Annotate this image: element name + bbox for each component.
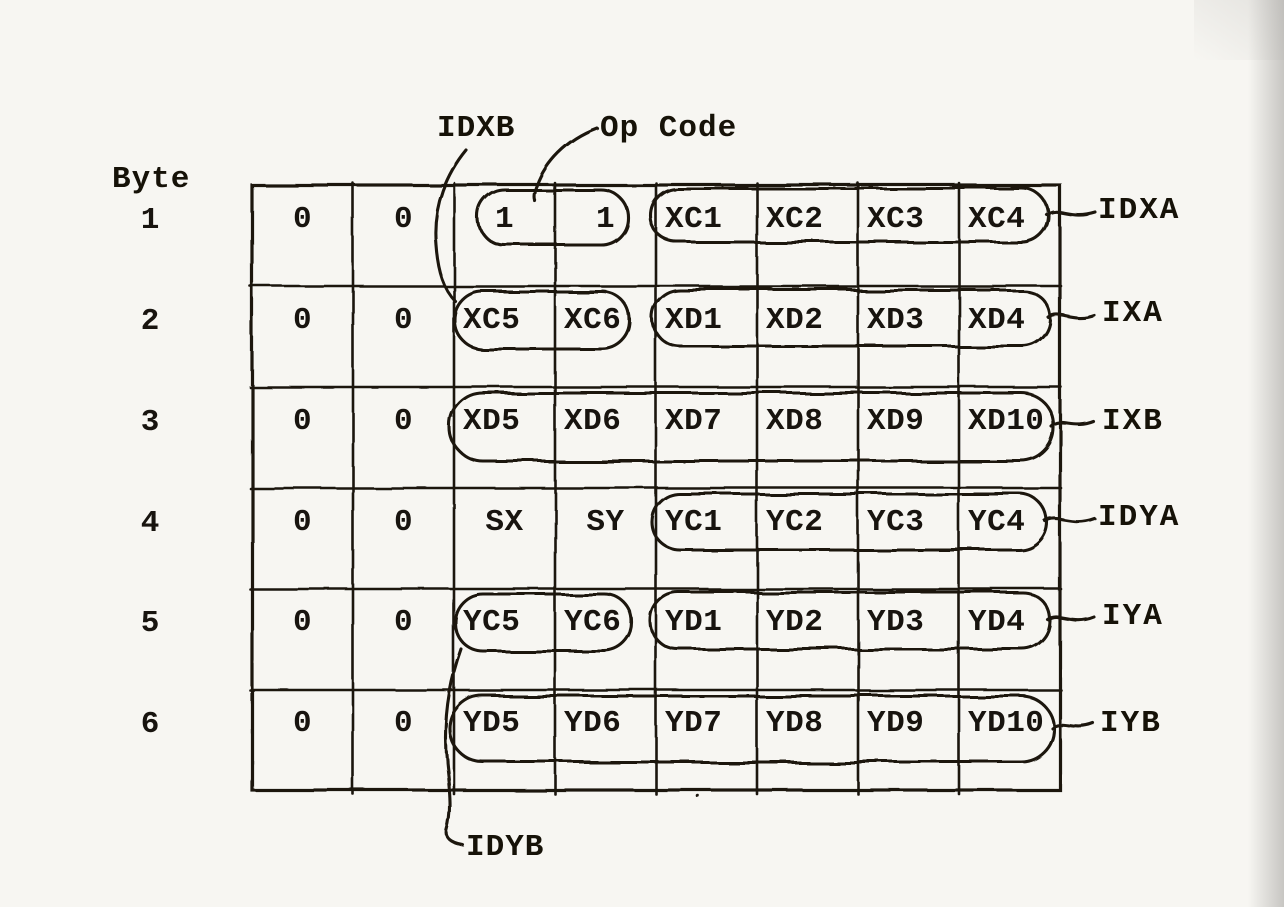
table-cell: YD2 [766,605,824,641]
table-cell: 0 [393,605,414,641]
table-cell: XC6 [564,302,622,338]
table-cell: XC2 [766,202,824,237]
byte-number-column: 1 2 3 4 5 6 [118,185,182,790]
table-cell: YD3 [867,605,925,641]
table-cell: 0 [393,706,414,742]
table-cell: XD6 [564,403,622,439]
scan-corner-shadow [1194,0,1284,60]
table-cell: YD1 [665,605,723,641]
group-label-iya: IYA [1102,599,1164,634]
table-cell: XD8 [766,403,824,439]
table-cell: YD10 [968,706,1045,742]
table-cell: XD7 [665,403,723,439]
byte-number: 4 [140,505,160,541]
table-cell: YD6 [564,706,622,742]
table-cell: 0 [393,403,414,439]
table-cell: XD10 [968,403,1045,439]
table-cell: XD2 [766,302,824,338]
table-cell: YD9 [867,706,925,742]
idxb-annotation-label: IDXB [437,111,516,146]
group-label-idxa: IDXA [1098,193,1181,228]
byte-number: 5 [140,606,160,642]
group-label-ixa: IXA [1102,296,1164,331]
group-label-ixb: IXB [1102,404,1164,439]
table-cell: 0 [292,605,313,641]
ink-speck [695,793,699,797]
table-cell: YD8 [766,706,824,742]
idyb-annotation-label: IDYB [466,830,545,865]
byte-number: 3 [140,404,160,440]
table-cell: YD7 [665,706,723,742]
table-cell: SY [586,504,625,540]
table-cell: XD5 [463,403,521,439]
table-cell: 0 [292,504,313,540]
table-cell: XD9 [867,403,925,439]
scan-edge-shadow [1248,0,1284,907]
table-cell: 1 [595,202,616,237]
table-cell: YC1 [665,504,723,540]
table-cell: XC5 [463,302,521,338]
table-cell: 0 [292,302,313,338]
table-cell: 0 [393,202,414,237]
table-cell: SX [485,504,524,540]
table-cell: YC6 [564,605,622,641]
table-cell: XC4 [968,202,1026,237]
group-label-iyb: IYB [1100,706,1162,741]
table-cell: 0 [292,202,313,237]
table-cell: YD5 [463,706,521,742]
byte-number: 6 [140,707,160,743]
table-cell: XD1 [665,302,723,338]
byte-format-table: 0 0 1 1 XC1 XC2 XC3 XC4 0 0 XC5 XC6 XD1 … [252,185,1060,790]
table-cell: 1 [494,202,515,237]
table-cell: 0 [393,302,414,338]
table-cell: YC3 [867,504,925,540]
table-cell: YD4 [968,605,1026,641]
table-cell: YC2 [766,504,824,540]
table-cell: YC4 [968,504,1026,540]
byte-number: 1 [140,203,160,238]
table-cell: 0 [393,504,414,540]
byte-number: 2 [140,303,160,339]
table-cell: XC1 [665,202,723,237]
table-cell: XC3 [867,202,925,237]
table-cell: 0 [292,403,313,439]
table-cell: 0 [292,706,313,742]
group-label-idya: IDYA [1098,500,1181,535]
byte-column-header: Byte [112,162,191,197]
table-cell: YC5 [463,605,521,641]
table-cell: XD3 [867,302,925,338]
op-code-annotation-label: Op Code [600,111,738,146]
table-cell: XD4 [968,302,1026,338]
